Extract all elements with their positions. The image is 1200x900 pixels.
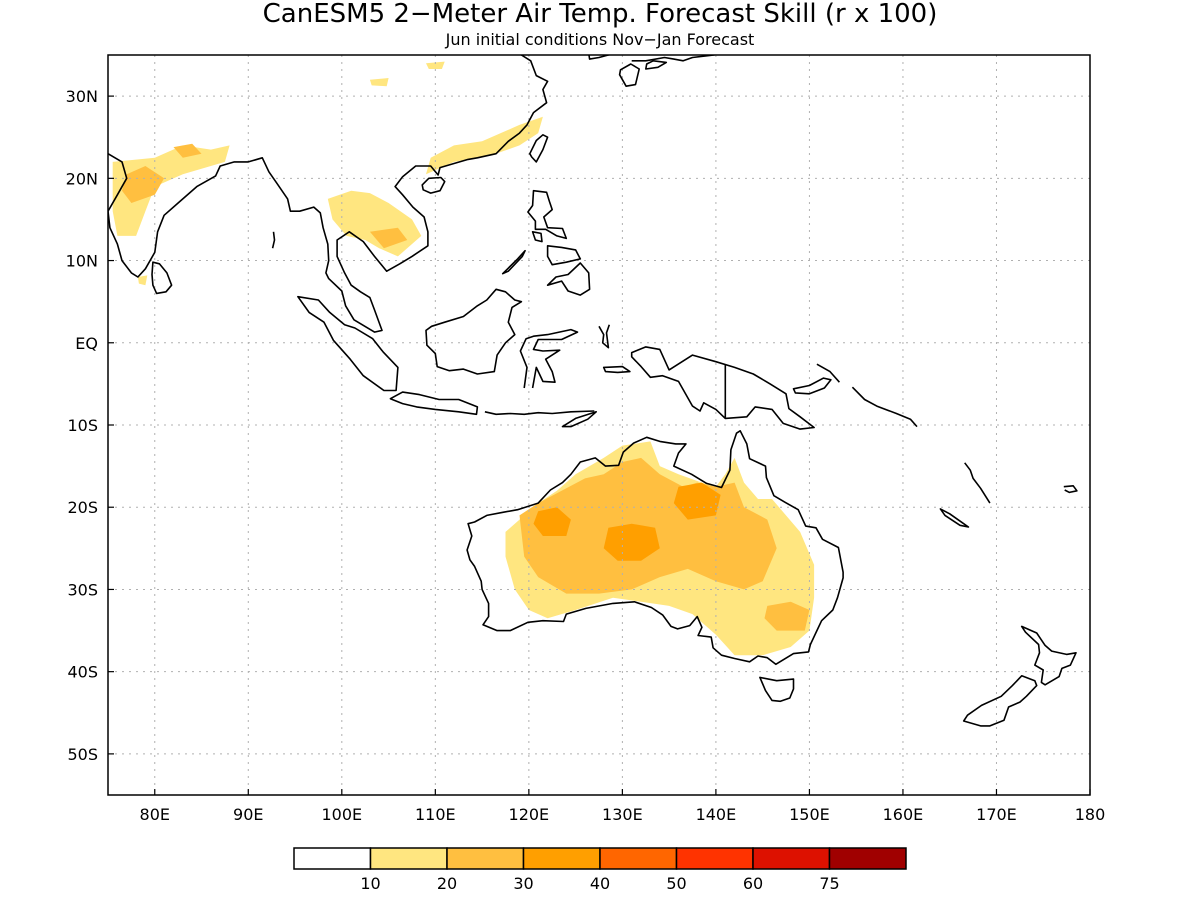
honshu-coast (631, 55, 716, 62)
india-south-skill (137, 275, 148, 286)
coastlines (108, 55, 1078, 727)
colorbar-swatch (675, 847, 754, 870)
mindoro-coast (531, 231, 543, 243)
sri-lanka-coast (151, 261, 173, 295)
taiwan-coast (528, 134, 549, 163)
visayas-coast (546, 245, 582, 266)
map-title: CanESM5 2−Meter Air Temp. Forecast Skill… (263, 0, 938, 29)
new-zealand-south-coast (962, 674, 1038, 727)
vanuatu-coast (964, 462, 991, 504)
solomon-is-coast (851, 386, 918, 428)
colorbar-label: 10 (360, 874, 380, 893)
lat-lon-grid (108, 55, 1090, 795)
lat-tick-label: 20N (66, 169, 98, 188)
lat-tick-label: 30N (66, 87, 98, 106)
axis-ticks: 80E 90E 100E 110E 120E 130E 140E 150E 160E 170E 18… (66, 87, 1106, 824)
lon-tick-label: 90E (233, 805, 263, 824)
china-skill-spot2 (426, 61, 445, 69)
australia-skill-high-a (533, 507, 571, 536)
lat-tick-label: 50S (67, 745, 98, 764)
lat-tick-label: EQ (75, 334, 98, 353)
new-caledonia-coast (939, 508, 970, 528)
colorbar: 10 20 30 40 50 60 75 (293, 847, 907, 893)
lat-tick-label: 10S (67, 416, 98, 435)
colorbar-label: 40 (590, 874, 610, 893)
kyushu-coast (618, 63, 641, 87)
india-skill-spot (173, 143, 202, 158)
colorbar-swatch (828, 847, 907, 870)
shikoku-coast (644, 59, 668, 70)
lon-tick-label: 170E (976, 805, 1017, 824)
korea-coast (588, 55, 612, 60)
tasmania-coast (759, 676, 795, 703)
colorbar-label: 30 (513, 874, 533, 893)
colorbar-label: 20 (437, 874, 457, 893)
lon-tick-label: 110E (415, 805, 456, 824)
lon-tick-label: 140E (696, 805, 737, 824)
new-britain-coast (792, 377, 832, 395)
sumatra-coast (297, 295, 399, 392)
lat-tick-label: 10N (66, 252, 98, 271)
colorbar-label: 50 (666, 874, 686, 893)
colorbar-swatch (446, 847, 525, 870)
halmahera-coast (598, 324, 611, 349)
lesser-sunda-coast (484, 410, 595, 416)
luzon-coast (527, 189, 568, 240)
india-skill-mid (122, 166, 165, 203)
australia-skill-high-b (603, 523, 660, 561)
colorbar-swatch (752, 847, 831, 870)
lon-tick-label: 130E (602, 805, 643, 824)
australia-coast (466, 429, 844, 666)
colorbar-swatch (599, 847, 678, 870)
fiji-coast (1063, 484, 1078, 494)
china-skill (426, 116, 543, 175)
indian-subcontinent-coast (108, 55, 549, 333)
new-guinea-coast (630, 346, 815, 430)
andaman-coast (271, 231, 276, 249)
colorbar-swatch (369, 847, 448, 870)
palawan-coast (501, 249, 526, 275)
seram-coast (602, 365, 631, 374)
cambodia-skill-mid (369, 227, 408, 249)
new-zealand-north-coast (1020, 625, 1077, 686)
lon-tick-label: 160E (883, 805, 924, 824)
skill-shading (112, 61, 815, 656)
hainan-coast (421, 176, 446, 194)
new-ireland-coast (816, 363, 840, 383)
lat-tick-label: 30S (67, 580, 98, 599)
colorbar-label: 75 (819, 874, 839, 893)
timor-coast (561, 410, 598, 428)
lon-tick-label: 120E (509, 805, 550, 824)
lat-tick-label: 20S (67, 498, 98, 517)
map-subtitle: Jun initial conditions Nov−Jan Forecast (445, 30, 755, 49)
lon-tick-label: 100E (321, 805, 362, 824)
lat-tick-label: 40S (67, 663, 98, 682)
sulawesi-coast (519, 328, 579, 389)
java-coast (389, 391, 479, 416)
china-skill-spot1 (369, 78, 389, 87)
borneo-coast (425, 288, 523, 375)
colorbar-swatch (522, 847, 601, 870)
australia-skill-se-mid (764, 601, 810, 631)
lon-tick-label: 80E (140, 805, 170, 824)
colorbar-label: 60 (743, 874, 763, 893)
mindanao-coast (546, 262, 591, 296)
colorbar-swatch (293, 847, 372, 870)
lon-tick-label: 180 (1075, 805, 1106, 824)
lon-tick-label: 150E (789, 805, 830, 824)
australia-skill-high-c (673, 482, 721, 520)
